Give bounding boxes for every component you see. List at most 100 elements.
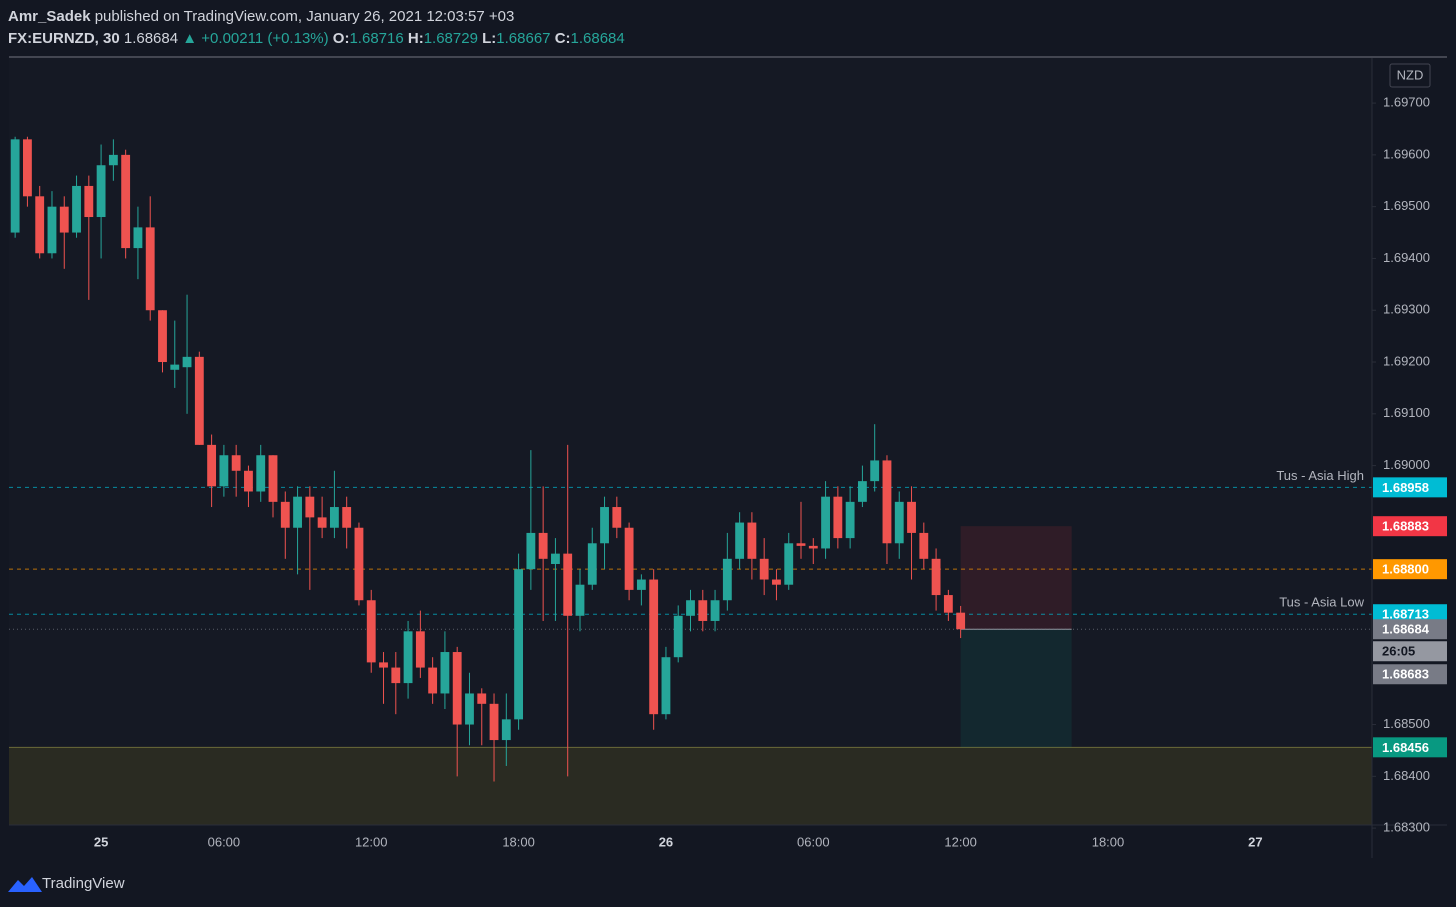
candle-body (894, 501, 904, 544)
candle-body (526, 532, 536, 570)
candle-body (661, 657, 671, 715)
position-stop (960, 526, 1072, 630)
price-badge-label: 1.68883 (1382, 519, 1429, 534)
candle-body (600, 507, 609, 544)
candle-body (845, 501, 855, 539)
candle-body (231, 455, 241, 471)
plot-bg (9, 57, 1372, 825)
header: Amr_Sadek published on TradingView.com, … (8, 6, 625, 50)
ohlc-value: 1.68729 (423, 30, 478, 47)
candle-body (784, 543, 794, 585)
currency: NZD (1397, 67, 1424, 82)
candle-body (22, 139, 32, 197)
price-badge (1373, 477, 1447, 498)
y-tick-label: 1.69100 (1383, 405, 1430, 420)
candle-body (624, 527, 634, 590)
candle-body (96, 165, 106, 218)
candle-body (219, 455, 229, 487)
candle-body (636, 579, 646, 590)
candle-body (943, 595, 953, 613)
price-badge-label: 1.68456 (1382, 740, 1429, 755)
y-tick-label: 1.69500 (1383, 198, 1430, 213)
candle-body (268, 455, 278, 502)
candle-body (10, 139, 20, 233)
currency-badge (1389, 63, 1431, 88)
zone (9, 747, 1372, 825)
price-badge-label: 1.68684 (1382, 622, 1430, 637)
ohlc-key: O: (332, 30, 350, 47)
price-badge (1373, 604, 1447, 625)
y-tick-label: 1.68300 (1383, 820, 1430, 835)
candle-body (280, 501, 290, 528)
candle-body (342, 507, 352, 528)
candle-body (329, 507, 339, 528)
candle-body (833, 496, 843, 539)
candle-body (772, 579, 781, 585)
price-badge (1373, 619, 1447, 640)
header-line: FX:EURNZD, 30 1.68684 ▲ +0.00211 (+0.13%… (8, 28, 625, 50)
candle-body (722, 558, 732, 601)
candle-body (256, 455, 266, 492)
price-badge (1373, 664, 1447, 685)
x-tick-label: 06:00 (208, 834, 241, 849)
price-line-name: Tus - Asia Low (1279, 595, 1364, 610)
ohlc-value: 1.68667 (496, 30, 551, 47)
x-tick-label: 06:00 (797, 834, 830, 849)
candle-body (465, 693, 474, 725)
x-tick-label: 25 (94, 834, 108, 849)
y-tick-label: 1.69200 (1383, 353, 1430, 368)
y-tick-label: 1.69600 (1383, 146, 1430, 161)
candle-body (563, 553, 573, 616)
x-tick-label: 12:00 (355, 834, 388, 849)
candle-body (182, 356, 192, 368)
candle-body (747, 522, 757, 559)
candle-body (207, 444, 217, 487)
price-badge (1373, 559, 1447, 580)
candle-body (170, 364, 180, 370)
y-tick-label: 1.69700 (1383, 95, 1430, 110)
candle-body (514, 569, 524, 720)
y-tick-label: 1.69400 (1383, 250, 1430, 265)
price-badge-label: 1.68958 (1382, 480, 1429, 495)
price-badge-label: 1.68800 (1382, 562, 1429, 577)
candle-body (501, 719, 511, 741)
x-tick-label: 27 (1248, 834, 1262, 849)
candle-body (587, 543, 597, 585)
candle-body (673, 615, 683, 658)
last: 1.68684 (123, 30, 179, 47)
candle-body (84, 185, 94, 218)
candle-body (796, 543, 806, 546)
candle-body (870, 460, 880, 482)
candle-body (244, 470, 253, 492)
price-badge (1373, 516, 1447, 537)
candle-body (698, 600, 708, 621)
price-badge-label: 1.68683 (1382, 667, 1429, 682)
publisher: Amr_Sadek (8, 8, 91, 25)
candle-body (403, 631, 413, 684)
candle-body (857, 481, 867, 502)
y-tick-label: 1.68400 (1383, 768, 1430, 783)
candle-body (293, 496, 302, 528)
candle-body (379, 662, 388, 668)
position-target (960, 629, 1072, 748)
price-badge-label: 26:05 (1382, 644, 1415, 659)
candle-body (108, 154, 118, 166)
x-tick-label: 26 (659, 834, 673, 849)
x-tick-label: 18:00 (502, 834, 535, 849)
candle-body (686, 600, 695, 616)
candle-body (121, 154, 131, 249)
candle-body (194, 356, 204, 445)
candle-body (391, 667, 401, 684)
candle-body (710, 600, 720, 621)
candle-body (415, 631, 425, 668)
y-tick-label: 1.69000 (1383, 457, 1430, 472)
header-line: Amr_Sadek published on TradingView.com, … (8, 6, 625, 28)
brand: TradingView (42, 875, 125, 892)
candle-body (612, 507, 622, 528)
ohlc-key: H: (407, 30, 424, 47)
candle-body (489, 703, 499, 741)
candle-body (551, 553, 560, 564)
x-tick-label: 18:00 (1092, 834, 1125, 849)
